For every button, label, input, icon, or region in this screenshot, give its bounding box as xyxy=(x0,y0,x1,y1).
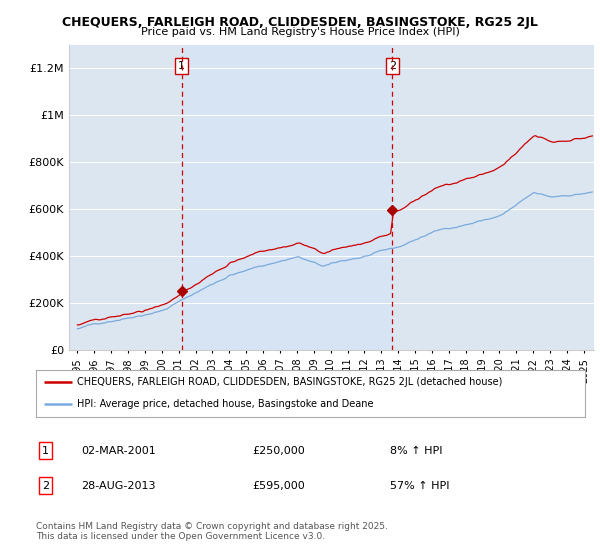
Text: 1: 1 xyxy=(42,446,49,456)
Text: 2: 2 xyxy=(389,61,396,71)
Bar xyxy=(182,45,392,350)
Text: HPI: Average price, detached house, Basingstoke and Deane: HPI: Average price, detached house, Basi… xyxy=(77,399,374,409)
Text: 57% ↑ HPI: 57% ↑ HPI xyxy=(390,480,449,491)
Text: Contains HM Land Registry data © Crown copyright and database right 2025.
This d: Contains HM Land Registry data © Crown c… xyxy=(36,522,388,542)
Text: 28-AUG-2013: 28-AUG-2013 xyxy=(81,480,155,491)
Text: CHEQUERS, FARLEIGH ROAD, CLIDDESDEN, BASINGSTOKE, RG25 2JL: CHEQUERS, FARLEIGH ROAD, CLIDDESDEN, BAS… xyxy=(62,16,538,29)
Text: £250,000: £250,000 xyxy=(252,446,305,456)
Text: 8% ↑ HPI: 8% ↑ HPI xyxy=(390,446,443,456)
Text: CHEQUERS, FARLEIGH ROAD, CLIDDESDEN, BASINGSTOKE, RG25 2JL (detached house): CHEQUERS, FARLEIGH ROAD, CLIDDESDEN, BAS… xyxy=(77,377,503,388)
Text: Price paid vs. HM Land Registry's House Price Index (HPI): Price paid vs. HM Land Registry's House … xyxy=(140,27,460,37)
Text: 02-MAR-2001: 02-MAR-2001 xyxy=(81,446,156,456)
Text: 1: 1 xyxy=(178,61,185,71)
Text: 2: 2 xyxy=(42,480,49,491)
Text: £595,000: £595,000 xyxy=(252,480,305,491)
